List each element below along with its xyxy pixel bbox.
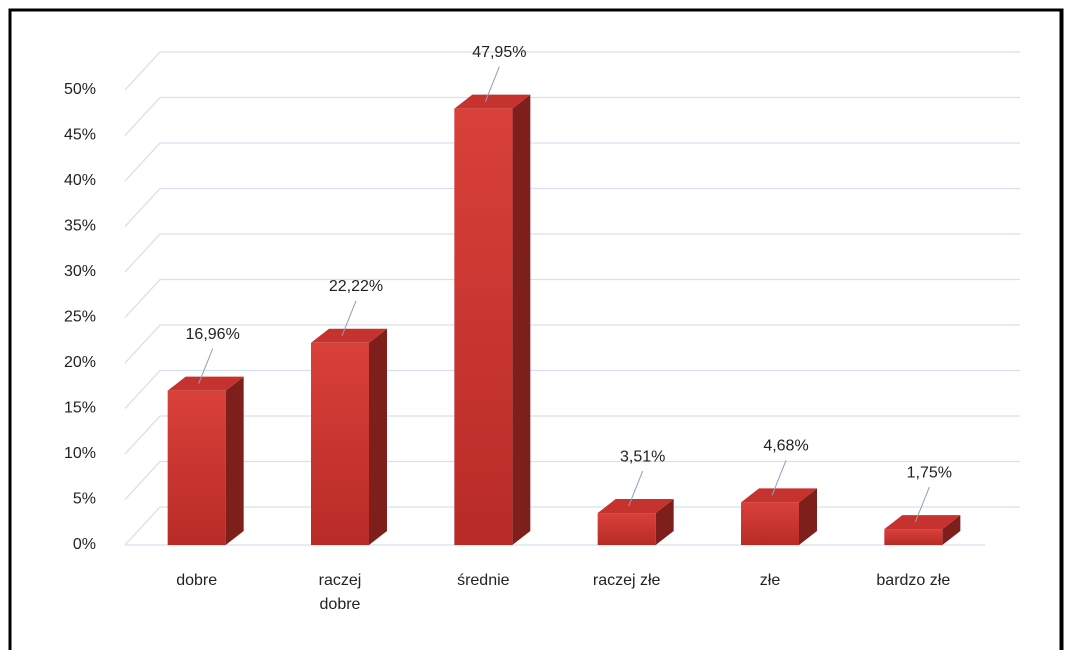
y-tick-label: 50% — [64, 81, 96, 98]
leader-line — [198, 348, 214, 384]
bar-top — [741, 488, 817, 503]
leader-line — [484, 66, 500, 102]
bar — [741, 488, 817, 545]
bar — [454, 94, 531, 545]
bar-side — [369, 328, 387, 545]
grid-line — [124, 142, 1020, 182]
data-label: 47,95% — [472, 44, 526, 61]
bar-side — [512, 94, 531, 545]
data-label: 1,75% — [907, 464, 952, 481]
bar — [884, 515, 961, 545]
y-tick-label: 45% — [64, 127, 96, 144]
x-tick-label: bardzo złe — [876, 572, 951, 589]
bar-side — [942, 515, 961, 545]
x-tick-label: dobre — [176, 572, 218, 589]
bar-side — [225, 376, 244, 545]
grid-line — [124, 233, 1020, 273]
bar — [597, 499, 674, 545]
x-tick-label: raczej dobre — [318, 572, 362, 613]
bar-front — [454, 108, 513, 545]
data-label: 16,96% — [186, 326, 240, 343]
bar-front — [167, 390, 226, 545]
bar — [311, 328, 387, 545]
frame — [8, 8, 1064, 650]
bar-top — [884, 515, 961, 530]
y-tick-label: 20% — [64, 354, 96, 371]
y-tick-label: 25% — [64, 309, 96, 326]
data-label: 3,51% — [620, 448, 665, 465]
grid-line — [124, 369, 1020, 409]
bar-front — [741, 502, 799, 545]
grid-line — [124, 278, 1020, 318]
bar-top — [311, 328, 387, 343]
bar-top — [167, 376, 244, 391]
bar-side — [799, 488, 817, 545]
y-tick-label: 35% — [64, 218, 96, 235]
y-tick-label: 15% — [64, 400, 96, 417]
bar-top — [597, 499, 674, 514]
y-tick-label: 40% — [64, 172, 96, 189]
y-tick-label: 10% — [64, 445, 96, 462]
x-tick-label: raczej złe — [592, 572, 661, 589]
grid-line — [124, 187, 1020, 227]
bar-front — [597, 513, 656, 545]
bar-top — [454, 94, 531, 109]
grid-line — [124, 51, 1020, 91]
y-tick-label: 5% — [73, 491, 96, 508]
grid-line — [124, 460, 1020, 500]
data-label: 4,68% — [763, 438, 808, 455]
y-tick-label: 30% — [64, 263, 96, 280]
leader-line — [628, 470, 644, 507]
grid-line — [124, 415, 1020, 455]
bar — [167, 376, 244, 545]
x-tick-label: złe — [759, 572, 781, 589]
bar-front — [311, 342, 369, 545]
x-tick-label: średnie — [457, 572, 510, 589]
leader-line — [341, 300, 357, 336]
grid-line — [124, 506, 1020, 546]
leader-line — [771, 460, 787, 496]
grid-line — [124, 324, 1020, 364]
bar-side — [655, 499, 674, 545]
grid-line — [124, 96, 1020, 136]
y-tick-label: 0% — [73, 536, 96, 553]
data-label: 22,22% — [329, 278, 383, 295]
bar-front — [884, 529, 943, 545]
leader-line — [914, 486, 930, 523]
